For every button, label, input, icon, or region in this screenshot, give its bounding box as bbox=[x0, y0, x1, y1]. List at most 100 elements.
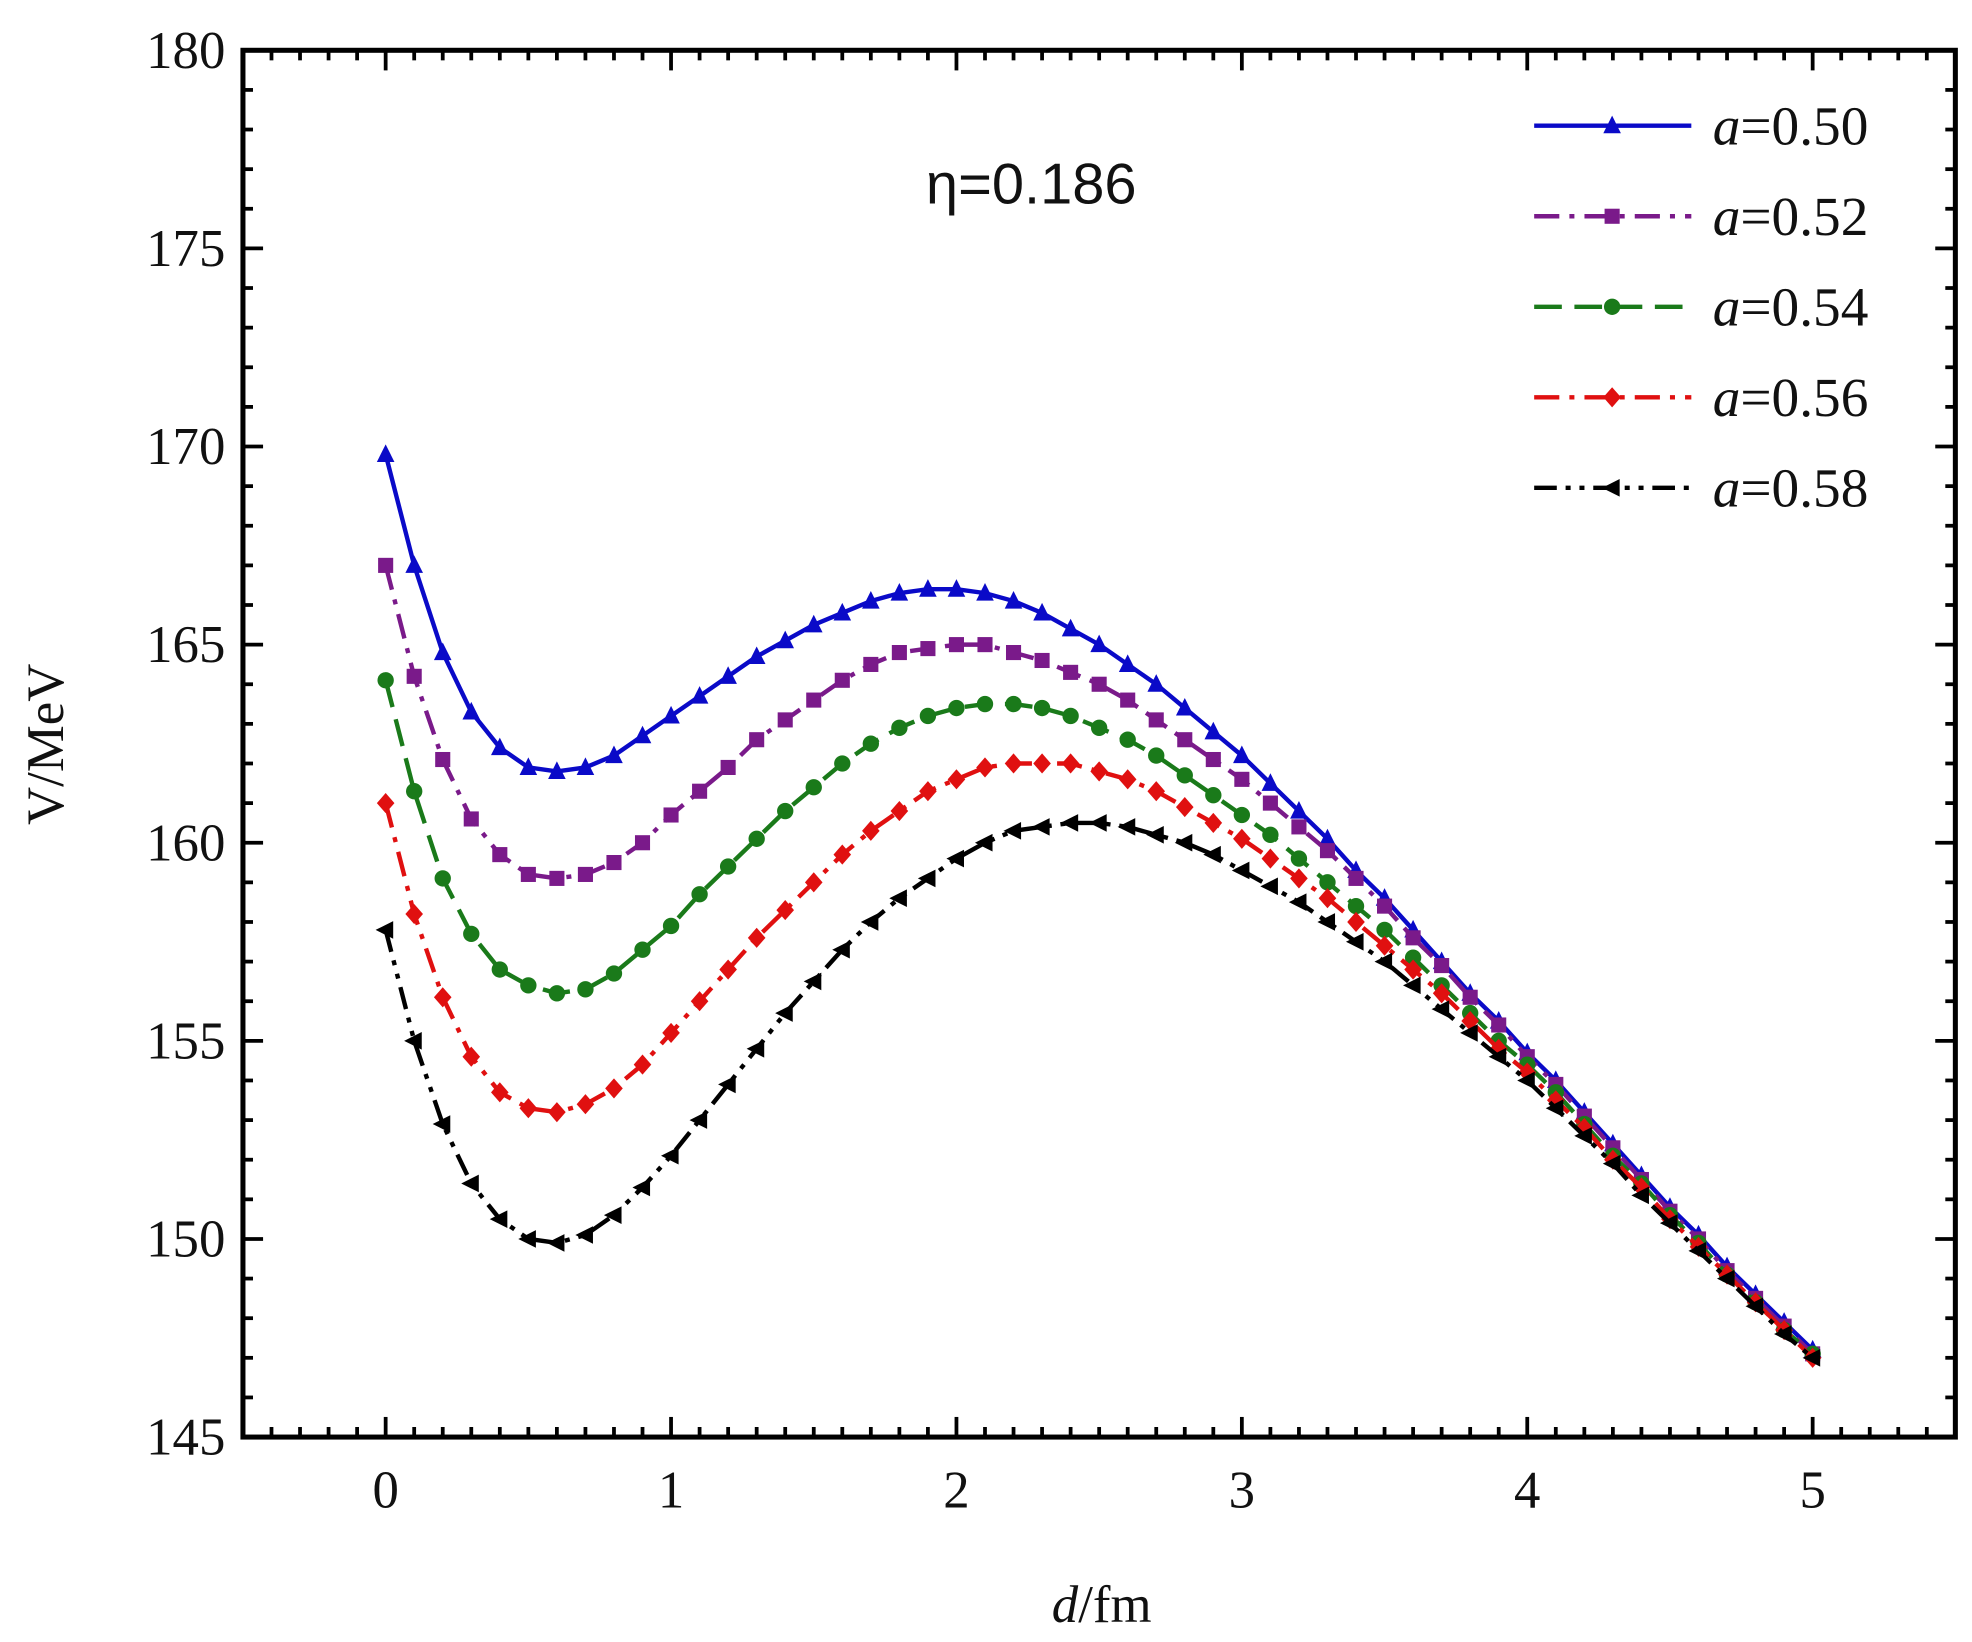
legend-label: a=0.54 bbox=[1713, 277, 1869, 338]
legend-label: a=0.56 bbox=[1713, 367, 1869, 428]
data-point bbox=[575, 1226, 593, 1244]
data-point bbox=[491, 961, 508, 978]
data-point bbox=[689, 1111, 708, 1129]
data-point bbox=[719, 666, 737, 684]
data-point bbox=[1205, 787, 1222, 804]
data-point bbox=[519, 757, 538, 775]
data-point bbox=[862, 735, 880, 752]
data-point bbox=[1261, 848, 1280, 869]
data-point bbox=[1574, 1127, 1592, 1145]
data-point bbox=[1290, 850, 1308, 867]
data-point bbox=[1319, 874, 1336, 891]
legend-label-var: a bbox=[1713, 186, 1741, 247]
data-point bbox=[1061, 753, 1080, 774]
data-point bbox=[433, 642, 452, 661]
data-point bbox=[948, 699, 965, 717]
data-point bbox=[1261, 773, 1280, 791]
y-tick-label: 180 bbox=[146, 22, 225, 80]
data-point bbox=[1177, 732, 1193, 748]
data-point bbox=[776, 630, 795, 649]
data-point bbox=[1204, 812, 1223, 833]
data-point bbox=[549, 870, 565, 886]
data-point bbox=[1203, 845, 1221, 864]
data-point bbox=[948, 637, 964, 653]
data-point bbox=[719, 959, 737, 980]
series-line bbox=[383, 761, 1815, 1360]
data-point bbox=[376, 793, 395, 814]
data-point bbox=[1090, 761, 1108, 782]
data-point bbox=[1491, 1017, 1507, 1033]
data-point bbox=[1262, 826, 1279, 843]
data-point bbox=[1176, 767, 1193, 784]
data-point bbox=[1060, 814, 1079, 832]
data-point bbox=[1003, 822, 1022, 840]
data-point bbox=[463, 811, 479, 827]
x-tick-label: 1 bbox=[658, 1461, 684, 1519]
legend-label-var: a bbox=[1713, 277, 1741, 338]
data-point bbox=[663, 807, 679, 823]
data-point bbox=[947, 769, 966, 790]
legend-marker bbox=[1604, 208, 1620, 224]
data-point bbox=[1802, 1349, 1821, 1367]
data-point bbox=[1291, 819, 1307, 835]
data-point bbox=[405, 555, 423, 573]
series-a=0.58 bbox=[375, 814, 1821, 1367]
data-point bbox=[692, 783, 708, 799]
legend-label: a=0.52 bbox=[1713, 186, 1869, 247]
series-line bbox=[383, 453, 1815, 1352]
legend-label-var: a bbox=[1713, 96, 1741, 157]
data-point bbox=[863, 656, 879, 672]
data-point bbox=[919, 707, 937, 725]
data-point bbox=[1120, 692, 1136, 708]
data-point bbox=[1405, 930, 1421, 946]
data-point bbox=[660, 1146, 679, 1165]
data-point bbox=[1375, 935, 1394, 956]
data-point bbox=[632, 1178, 651, 1197]
data-point bbox=[404, 1032, 422, 1050]
data-point bbox=[462, 1046, 481, 1067]
data-point bbox=[1061, 618, 1080, 637]
data-point bbox=[461, 1174, 479, 1193]
data-point bbox=[1745, 1297, 1764, 1316]
x-axis-label-unit: /fm bbox=[1078, 1576, 1151, 1634]
legend-label-value: =0.52 bbox=[1740, 186, 1868, 247]
data-point bbox=[920, 641, 936, 657]
data-point bbox=[1318, 828, 1337, 847]
data-point bbox=[832, 940, 850, 959]
data-point bbox=[1033, 602, 1051, 621]
data-point bbox=[378, 557, 394, 573]
data-point bbox=[1063, 664, 1079, 680]
data-point bbox=[1148, 712, 1164, 728]
data-point bbox=[432, 1115, 451, 1133]
data-point bbox=[491, 1082, 509, 1103]
data-point bbox=[1146, 826, 1164, 844]
data-point bbox=[634, 941, 651, 958]
data-point bbox=[1376, 921, 1393, 939]
legend-marker bbox=[1602, 479, 1620, 497]
data-point bbox=[605, 965, 623, 982]
legend-label: a=0.50 bbox=[1713, 96, 1869, 157]
data-point bbox=[1460, 1024, 1478, 1042]
data-point bbox=[492, 847, 508, 863]
data-point bbox=[576, 757, 595, 775]
data-point bbox=[1432, 983, 1451, 1004]
data-point bbox=[1659, 1214, 1678, 1232]
data-point bbox=[1631, 1186, 1649, 1205]
data-point bbox=[1205, 751, 1221, 768]
data-point bbox=[719, 858, 737, 875]
data-point bbox=[720, 759, 736, 775]
data-point bbox=[946, 849, 964, 868]
data-point bbox=[1090, 634, 1108, 653]
data-point bbox=[1434, 958, 1450, 974]
data-point bbox=[662, 917, 680, 935]
data-point bbox=[890, 583, 909, 601]
data-point bbox=[405, 903, 423, 925]
data-point bbox=[1347, 911, 1365, 933]
data-point bbox=[1345, 932, 1364, 951]
data-point bbox=[1716, 1269, 1735, 1288]
data-point bbox=[1004, 590, 1023, 609]
data-point bbox=[1688, 1242, 1707, 1260]
y-tick-label: 150 bbox=[146, 1211, 225, 1269]
data-point bbox=[1262, 795, 1278, 811]
data-point bbox=[606, 855, 622, 871]
